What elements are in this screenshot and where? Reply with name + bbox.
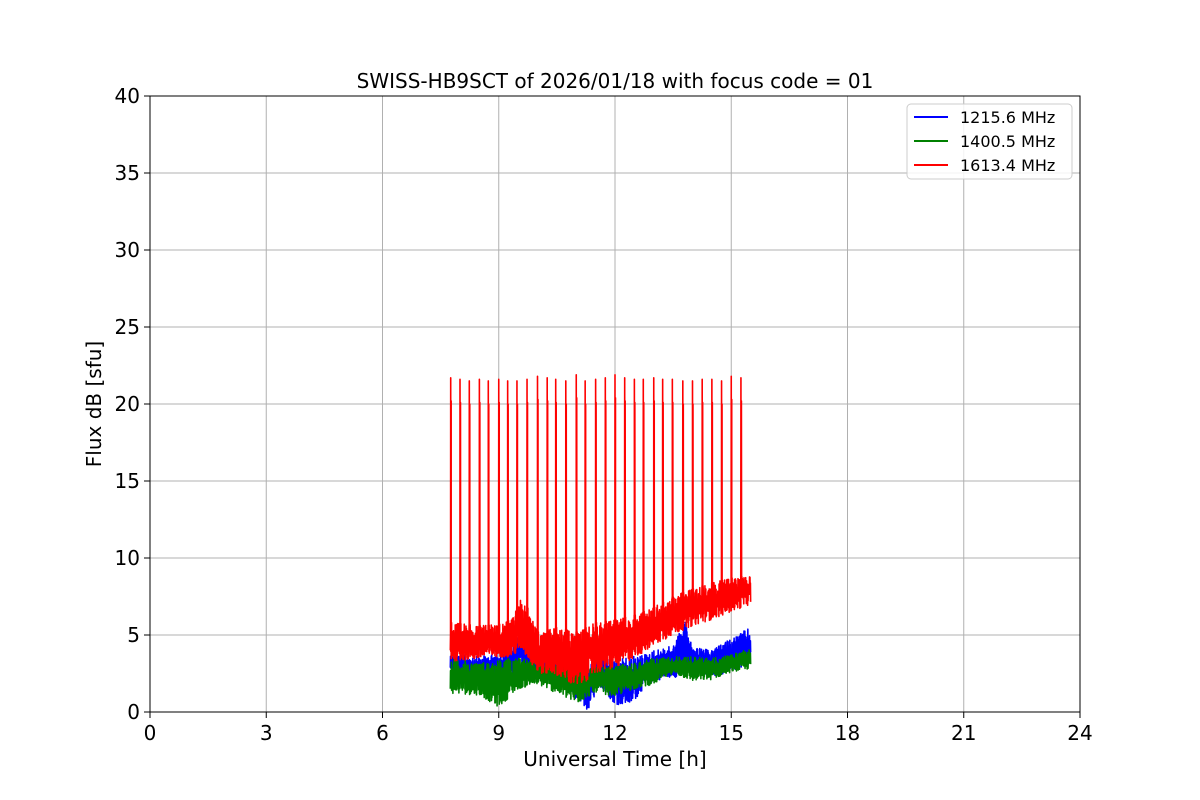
legend: 1215.6 MHz 1400.5 MHz 1613.4 MHz (906, 103, 1073, 180)
legend-box (906, 103, 1073, 180)
y-tick-label: 30 (115, 238, 140, 262)
x-tick-label: 6 (376, 721, 389, 745)
y-tick-label: 25 (115, 315, 140, 339)
x-tick-label: 3 (260, 721, 273, 745)
y-tick-label: 5 (127, 623, 140, 647)
series-group (449, 373, 752, 710)
y-tick-label: 0 (127, 700, 140, 724)
x-tick-label: 24 (1067, 721, 1092, 745)
x-tick-label: 18 (835, 721, 860, 745)
y-axis-label: Flux dB [sfu] (82, 341, 106, 467)
y-tick-label: 40 (115, 84, 140, 108)
legend-label: 1613.4 MHz (960, 156, 1055, 175)
legend-label: 1400.5 MHz (960, 132, 1055, 151)
y-tick-label: 20 (115, 392, 140, 416)
x-tick-label: 12 (602, 721, 627, 745)
x-tick-label: 0 (144, 721, 157, 745)
series-line-2 (449, 649, 752, 707)
legend-label: 1215.6 MHz (960, 108, 1055, 127)
x-axis-label: Universal Time [h] (523, 747, 706, 771)
x-tick-label: 15 (719, 721, 744, 745)
y-tick-label: 15 (115, 469, 140, 493)
x-tick-label: 9 (492, 721, 505, 745)
axis-ticks: 0 3 6 9 12 15 18 21 24 0 5 10 15 20 25 30 35 40 (115, 84, 1093, 745)
chart-title: SWISS-HB9SCT of 2026/01/18 with focus co… (357, 69, 874, 93)
y-tick-label: 35 (115, 161, 140, 185)
x-tick-label: 21 (951, 721, 976, 745)
series-line-3 (449, 373, 752, 685)
y-tick-label: 10 (115, 546, 140, 570)
